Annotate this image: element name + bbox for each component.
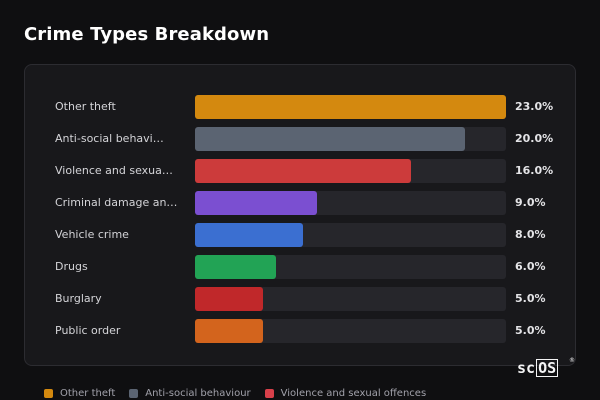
bar-value-label: 8.0%	[515, 228, 546, 241]
bar-value-label: 16.0%	[515, 164, 554, 177]
bar-category-label: Criminal damage an…	[55, 196, 178, 209]
bar-row: Burglary 5.0%	[25, 287, 575, 311]
registered-mark: ®	[569, 357, 575, 364]
bar	[195, 159, 411, 183]
bar	[195, 255, 276, 279]
bar	[195, 95, 506, 119]
bar-row: Violence and sexua… 16.0%	[25, 159, 575, 183]
legend-label: Violence and sexual offences	[280, 387, 427, 399]
bar-track	[195, 287, 506, 311]
bar-track	[195, 95, 506, 119]
bar	[195, 319, 263, 343]
legend-label: Anti-social behaviour	[145, 387, 251, 399]
bar-category-label: Anti-social behavi…	[55, 132, 164, 145]
page-title: Crime Types Breakdown	[24, 24, 270, 45]
bar	[195, 287, 263, 311]
chart-legend: Other theft Anti-social behaviour Violence…	[44, 386, 440, 400]
chart-card: Other theft 23.0% Anti-social behavi… 20.0%…	[24, 64, 576, 366]
bar-category-label: Vehicle crime	[55, 228, 129, 241]
bar-track	[195, 191, 506, 215]
bar-category-label: Violence and sexua…	[55, 164, 173, 177]
bar-row: Public order 5.0%	[25, 319, 575, 343]
bar-category-label: Public order	[55, 324, 121, 337]
bar-value-label: 23.0%	[515, 100, 554, 113]
brand-logo-text: sc	[517, 359, 536, 377]
bar-row: Criminal damage an… 9.0%	[25, 191, 575, 215]
legend-swatch	[264, 388, 274, 398]
bar	[195, 223, 303, 247]
brand-logo: sc OS	[517, 358, 559, 378]
bar-category-label: Other theft	[55, 100, 116, 113]
bar-value-label: 5.0%	[515, 292, 546, 305]
bar-row: Other theft 23.0%	[25, 95, 575, 119]
bar-track	[195, 127, 506, 151]
bar-track	[195, 319, 506, 343]
bar-row: Drugs 6.0%	[25, 255, 575, 279]
legend-item: Anti-social behaviour	[129, 387, 251, 399]
bar-track	[195, 223, 506, 247]
legend-item: Violence and sexual offences	[264, 387, 427, 399]
brand-logo-box: OS	[536, 359, 559, 377]
bar-value-label: 20.0%	[515, 132, 554, 145]
bar-value-label: 5.0%	[515, 324, 546, 337]
bar-value-label: 9.0%	[515, 196, 546, 209]
bar-row: Vehicle crime 8.0%	[25, 223, 575, 247]
legend-swatch	[44, 388, 53, 398]
legend-swatch	[129, 388, 139, 398]
bar-row: Anti-social behavi… 20.0%	[25, 127, 575, 151]
bar	[195, 127, 465, 151]
bar-category-label: Burglary	[55, 292, 102, 305]
bar-track	[195, 255, 506, 279]
legend-item: Other theft	[44, 388, 115, 399]
bar-track	[195, 159, 506, 183]
bar-value-label: 6.0%	[515, 260, 546, 273]
legend-label: Other theft	[60, 387, 116, 399]
bar	[195, 191, 317, 215]
bar-category-label: Drugs	[55, 260, 88, 273]
